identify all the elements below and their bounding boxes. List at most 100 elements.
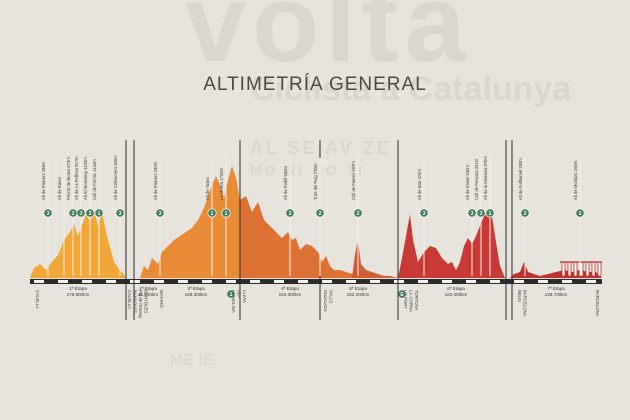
climb-label: Alt de Toses <box>205 177 210 200</box>
climb-category-badge <box>285 208 295 218</box>
base-bar-tick <box>586 280 596 283</box>
climb-category-badge <box>76 208 86 218</box>
stage-start-town: BARCELONA <box>523 290 528 317</box>
background-subtitle-text: Ciclista a Catalunya <box>250 70 572 108</box>
climb-category-label: 1 <box>488 211 491 217</box>
stage-start-town: TORTOSA <box>414 290 419 311</box>
stage-start-town: BANYOLES <box>144 290 149 313</box>
stage-start-town: Pla de l'Estany <box>138 290 143 319</box>
climb-category-label: 2 <box>318 211 321 217</box>
base-bar-tick <box>154 280 164 283</box>
base-bar-tick <box>298 280 308 283</box>
stage-distance: 182,000km <box>347 292 370 297</box>
base-bar-tick <box>274 280 284 283</box>
base-bar-tick <box>538 280 548 283</box>
climb-category-label: 3 <box>158 211 161 217</box>
climb-category-label: 2 <box>71 211 74 217</box>
base-bar-tick <box>562 280 572 283</box>
stage-label: 7ª Etapa <box>547 286 565 291</box>
climb-category-badge <box>85 208 95 218</box>
climb-category-badge <box>476 208 486 218</box>
stage-start-town: MATARÓ <box>159 290 164 308</box>
climb-category-badge <box>419 208 429 218</box>
stage-4-profile <box>240 196 360 278</box>
climb-label: Alt de Falset 530m <box>465 165 470 200</box>
circuit-lap-marker <box>567 261 572 277</box>
stage-start-town: LA MOLINA <box>231 290 236 313</box>
stage-label: 4ª Etapa <box>281 286 299 291</box>
climb-label: La Molina 1700m <box>219 167 224 200</box>
stage-label: 2ª Etapa <box>139 286 157 291</box>
base-bar-tick <box>346 280 356 283</box>
stage-distance: 188,300km <box>185 292 208 297</box>
stage-start-town: REUS <box>517 290 522 302</box>
finish-town: BARCELONA <box>595 290 600 317</box>
stage-distance: 138,700km <box>545 292 568 297</box>
stage-start-town: IGUALADA <box>323 290 328 312</box>
stage-distance: 41,000km <box>138 292 158 297</box>
base-bar-tick <box>202 280 212 283</box>
climb-label: Alt de Parpers 288m <box>41 161 46 200</box>
climb-category-label: 3 <box>578 211 581 217</box>
climb-label: Coll de Faeres 507m <box>351 161 356 200</box>
base-bar-tick <box>250 280 260 283</box>
climb-label: Coll de Pussara 331m <box>474 158 479 200</box>
circuit-lap-marker <box>573 261 578 277</box>
climb-label: Alt de Parpers 290m <box>153 161 158 200</box>
base-bar-tick <box>514 280 524 283</box>
climb-label: Alt de Batí 470m <box>417 169 422 200</box>
climb-category-label: 2 <box>523 211 526 217</box>
climb-label: Alt de Rates <box>57 177 62 200</box>
page-title: ALTIMETRÍA GENERAL <box>203 74 427 95</box>
climb-category-badge <box>221 208 231 218</box>
stage-start-town: BANYOLES <box>133 290 138 313</box>
stage-start-town: LO PORT <box>403 290 408 309</box>
stage-start-town: LÀ CORNA <box>409 290 414 312</box>
stage-distance: 194,300km <box>279 292 302 297</box>
stage-start-town: ALP <box>237 290 242 298</box>
climb-category-label: 3 <box>479 211 482 217</box>
stage-6-profile <box>398 210 505 278</box>
climb-category-badge <box>575 208 585 218</box>
stage-5-profile <box>352 240 398 278</box>
stage-label: 6ª Etapa <box>447 286 465 291</box>
base-bar-tick <box>34 280 44 283</box>
climb-label: Priorat de Buaso 673m <box>66 157 71 200</box>
stage-start-town: CALELLA <box>127 290 132 309</box>
climb-label: Alt El Montsény 1100m <box>83 157 88 200</box>
base-bar-tick <box>82 280 92 283</box>
climb-label: Alt de Montjuïc 165m <box>573 160 578 200</box>
base-bar-tick <box>226 280 236 283</box>
climb-category-badge <box>94 208 104 218</box>
route-marker-label: E <box>400 292 404 298</box>
climb-label: Alt de Puibif 600m <box>283 166 288 200</box>
stage-1-profile <box>30 210 126 278</box>
base-bar <box>30 279 602 284</box>
climb-label: Coll de Formic 1144m <box>92 159 97 200</box>
climb-category-badge <box>115 208 125 218</box>
climb-category-label: 3 <box>88 211 91 217</box>
stage-start-town: CALELLA <box>35 290 40 309</box>
base-bar-tick <box>418 280 428 283</box>
stage-label: 1ª Etapa <box>69 286 87 291</box>
climb-category-label: 3 <box>470 211 473 217</box>
circuit-lap-marker <box>561 261 566 277</box>
climb-category-label: 3 <box>118 211 121 217</box>
climb-label: Alt de la Mussara 970m <box>483 155 488 200</box>
stage-start-town: LLIVIA <box>242 290 247 303</box>
base-bar-tick <box>322 280 332 283</box>
base-bar-tick <box>178 280 188 283</box>
climb-label: Alt de La Puffosa 917m <box>74 156 79 200</box>
base-bar-tick <box>58 280 68 283</box>
climb-category-label: 2 <box>356 211 359 217</box>
climb-category-label: 1 <box>224 211 227 217</box>
stage-3-profile <box>140 166 240 278</box>
climb-category-badge <box>43 208 53 218</box>
route-marker-badge <box>398 290 406 298</box>
circuit-lap-marker <box>591 261 596 277</box>
climb-category-label: 3 <box>79 211 82 217</box>
climb-category-label: 3 <box>46 211 49 217</box>
route-marker-badge <box>227 290 235 298</box>
